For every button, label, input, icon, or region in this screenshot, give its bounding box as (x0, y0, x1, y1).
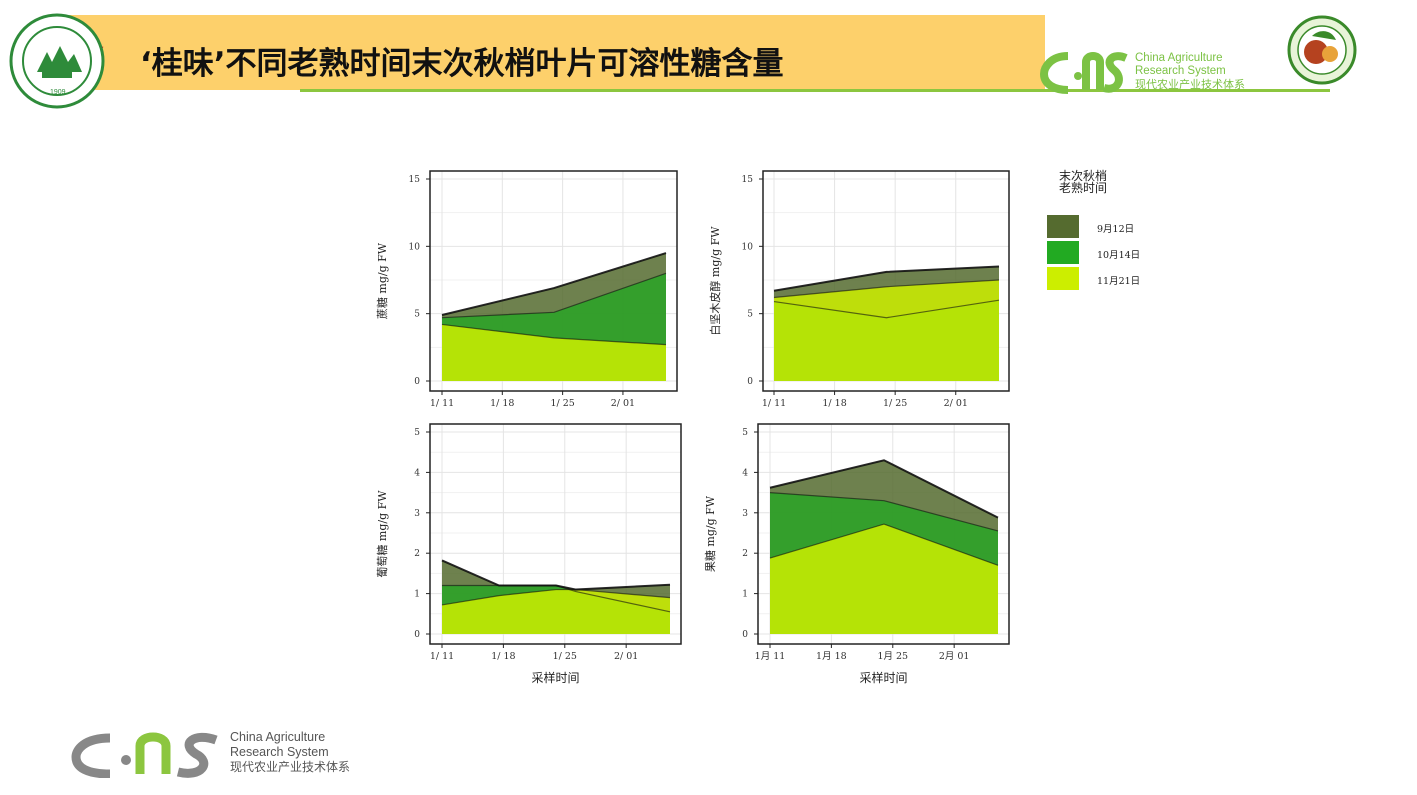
y-axis-label: 白坚木皮醇 mg/g FW (708, 226, 722, 336)
x-tick-label: 1/ 25 (883, 398, 907, 409)
caps-bottom-text: China Agriculture Research System 现代农业产业… (230, 730, 350, 775)
caps-top-text: China Agriculture Research System 现代农业产业… (1135, 52, 1245, 91)
legend-swatch (1047, 267, 1079, 290)
series-line-1 (769, 459, 999, 519)
legend-label: 10月14日 (1097, 250, 1141, 261)
caps-logo-bottom (71, 732, 218, 778)
y-tick-label: 5 (747, 310, 753, 320)
series-line-1 (441, 252, 667, 316)
legend-swatch (1047, 215, 1079, 238)
y-tick-label: 1 (414, 590, 420, 600)
y-tick-label: 3 (742, 509, 748, 519)
caps-bottom-en-line1: China Agriculture (230, 730, 326, 744)
university-logo: 1909 (9, 13, 105, 109)
y-axis-label: 果糖 mg/g FW (703, 495, 717, 572)
y-tick-label: 4 (742, 468, 748, 478)
area-series-3 (442, 589, 670, 634)
y-tick-label: 0 (414, 630, 420, 640)
caps-top-cn: 现代农业产业技术体系 (1135, 78, 1245, 91)
caps-bottom-cn: 现代农业产业技术体系 (230, 760, 351, 774)
x-tick-label: 2/ 01 (614, 651, 638, 662)
x-tick-label: 1/ 18 (822, 398, 846, 409)
legend-label: 11月21日 (1097, 276, 1141, 287)
series-line-3 (769, 523, 999, 566)
y-tick-label: 5 (414, 310, 420, 320)
y-tick-label: 10 (409, 242, 421, 252)
chart-panel-4: 0 1 2 3 4 5 1月 11 1月 18 1月 25 2月 01 果糖 mg/g FW 采样时间 (703, 423, 1010, 685)
x-tick-label: 1/ 25 (550, 398, 574, 409)
university-year: 1909 (50, 89, 66, 96)
x-tick-label: 1/ 18 (491, 651, 515, 662)
y-tick-label: 0 (742, 630, 748, 640)
legend-title-line2: 老熟时间 (1059, 181, 1108, 195)
legend-item-oct14: 10月14日 (1047, 241, 1187, 265)
x-tick-label: 1月 25 (877, 651, 908, 662)
y-tick-label: 2 (742, 549, 748, 559)
series-line-3 (441, 588, 671, 606)
x-tick-label: 2/ 01 (944, 398, 968, 409)
series-line-2 (769, 492, 999, 532)
chart-panel-1: 0 5 10 15 1/ 11 1/ 18 1/ 25 2/ 01 蔗糖 mg/g FW (375, 170, 678, 409)
title-bar (52, 15, 1045, 90)
plot-frame (757, 423, 1010, 645)
y-tick-label: 5 (414, 428, 420, 438)
legend-item-sep12: 9月12日 (1047, 215, 1187, 239)
y-tick-label: 15 (742, 175, 754, 185)
x-tick-label: 1月 11 (755, 651, 786, 662)
series-line-2 (442, 584, 671, 613)
litchi-system-logo (1287, 15, 1357, 85)
x-tick-label: 1/ 11 (762, 398, 786, 409)
title-underline (300, 89, 1330, 92)
slide-title: ‘桂味’不同老熟时间末次秋梢叶片可溶性糖含量 (140, 46, 784, 82)
y-tick-label: 3 (414, 509, 420, 519)
plot-frame (429, 423, 682, 645)
chart-panel-3: 0 1 2 3 4 5 1/ 11 1/ 18 1/ 25 2/ 01 葡萄糖 mg/g FW 采样时… (375, 423, 682, 685)
x-axis-label: 采样时间 (859, 670, 907, 685)
x-axis-label: 采样时间 (531, 670, 579, 685)
plot-frame (429, 170, 678, 392)
y-tick-label: 0 (747, 377, 753, 387)
y-axis-label: 蔗糖 mg/g FW (375, 242, 389, 319)
y-tick-label: 15 (409, 175, 421, 185)
x-tick-label: 2月 01 (939, 651, 970, 662)
area-series-3 (774, 280, 999, 381)
caps-top-en-line1: China Agriculture (1135, 52, 1223, 64)
plot-frame (762, 170, 1010, 392)
series-line-3 (773, 279, 1000, 299)
caps-logo-top (1040, 52, 1128, 94)
legend-label: 9月12日 (1097, 224, 1135, 235)
y-tick-label: 1 (742, 590, 748, 600)
legend-title: 末次秋梢 老熟时间 (1059, 170, 1107, 194)
legend-item-nov21: 11月21日 (1047, 267, 1187, 291)
x-tick-label: 1/ 11 (430, 398, 454, 409)
y-tick-label: 0 (414, 377, 420, 387)
x-tick-label: 1/ 25 (553, 651, 577, 662)
series-line-1 (773, 265, 1000, 292)
x-tick-label: 1/ 11 (430, 651, 454, 662)
series-line-2 (773, 299, 1000, 319)
x-tick-label: 1月 18 (816, 651, 847, 662)
caps-bottom-en-line2: Research System (230, 745, 329, 759)
legend-title-line1: 末次秋梢 (1059, 169, 1108, 183)
x-tick-label: 2/ 01 (611, 398, 635, 409)
caps-top-en-line2: Research System (1135, 65, 1226, 77)
y-tick-label: 10 (742, 242, 754, 252)
chart-panel-2: 0 5 10 15 1/ 11 1/ 18 1/ 25 2/ 01 白坚木皮醇 mg/g FW (708, 170, 1010, 409)
area-series-3 (770, 524, 998, 634)
area-series-3 (442, 324, 666, 381)
x-tick-label: 1/ 18 (490, 398, 514, 409)
series-line-2 (441, 272, 667, 319)
y-axis-label: 葡萄糖 mg/g FW (375, 490, 389, 578)
y-tick-label: 5 (742, 428, 748, 438)
y-tick-label: 4 (414, 468, 420, 478)
series-line-3 (441, 323, 667, 346)
legend-swatch (1047, 241, 1079, 264)
y-tick-label: 2 (414, 549, 420, 559)
